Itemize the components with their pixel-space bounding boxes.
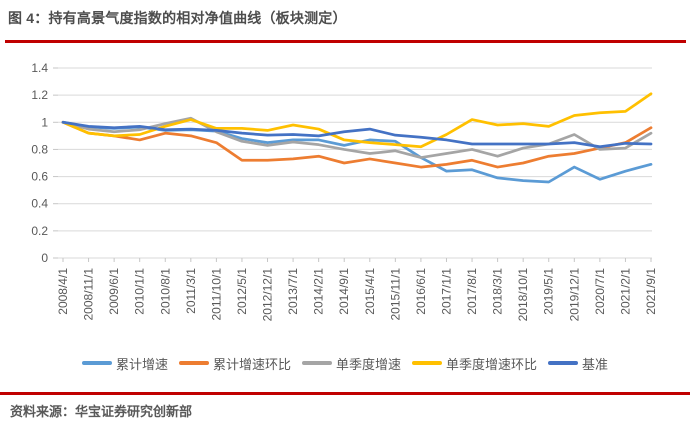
x-tick-label: 2013/7/1: [286, 268, 300, 315]
legend-label-cumulative-growth: 累计增速: [115, 356, 168, 372]
source-note: 资料来源：华宝证券研究创新部: [10, 404, 193, 419]
y-tick-label: 1.4: [31, 61, 48, 75]
legend-swatch-quarterly-growth: [301, 360, 332, 366]
x-tick-label: 2018/3/1: [491, 268, 505, 315]
legend-label-quarterly-growth-mom: 单季度增速环比: [446, 356, 538, 372]
series-line-benchmark: [61, 120, 653, 149]
legend-swatch-benchmark: [548, 360, 579, 366]
x-tick-label: 2011/3/1: [184, 268, 198, 314]
y-tick-label: 0.8: [31, 142, 48, 156]
x-tick-label: 2020/7/1: [593, 268, 607, 315]
x-tick-label: 2019/5/1: [542, 268, 556, 315]
x-tick-label: 2017/1/1: [439, 268, 453, 315]
chart-legend: 累计增速 累计增速环比 单季度增速 单季度增速环比 基准: [0, 353, 690, 373]
y-tick-label: 0.2: [31, 224, 48, 238]
x-tick-label: 2008/4/1: [56, 268, 70, 315]
x-tick-label: 2015/11/1: [388, 268, 402, 321]
x-tick-label: 2018/10/1: [516, 268, 530, 322]
x-tick-label: 2021/2/1: [618, 268, 632, 315]
series-line-quarterly-growth-mom: [61, 92, 653, 149]
x-tick-label: 2008/11/1: [82, 268, 96, 321]
x-tick-label: 2016/6/1: [414, 268, 428, 315]
series-line-cumulative-growth-mom: [61, 120, 653, 169]
x-tick-label: 2015/4/1: [363, 268, 377, 315]
legend-item-cumulative-growth-mom: 累计增速环比: [178, 354, 291, 373]
x-tick-label: 2019/12/1: [567, 268, 581, 322]
legend-label-benchmark: 基准: [582, 356, 609, 372]
y-tick-label: 0.4: [31, 197, 48, 211]
x-tick-label: 2021/9/1: [644, 268, 658, 315]
x-tick-label: 2014/9/1: [337, 268, 351, 315]
legend-label-quarterly-growth: 单季度增速: [335, 356, 401, 372]
legend-item-quarterly-growth: 单季度增速: [301, 354, 401, 373]
legend-item-cumulative-growth: 累计增速: [81, 354, 168, 373]
legend-label-cumulative-growth-mom: 累计增速环比: [212, 356, 291, 372]
title-divider: [5, 40, 686, 43]
y-tick-label: 1: [41, 115, 48, 129]
x-tick-label: 2012/12/1: [261, 268, 275, 322]
y-tick-label: 0: [41, 251, 48, 265]
x-tick-label: 2017/8/1: [465, 268, 479, 315]
legend-swatch-cumulative-growth-mom: [178, 360, 209, 366]
line-chart-svg: 0 0.2 0.4 0.6 0.8 1 1.2 1.4 2008/4/1 2008/11/1 200…: [31, 61, 658, 322]
legend-item-quarterly-growth-mom: 单季度增速环比: [412, 354, 537, 373]
y-tick-label: 0.6: [31, 170, 48, 184]
chart-area: 0 0.2 0.4 0.6 0.8 1 1.2 1.4 2008/4/1 2008/11/1 200…: [0, 60, 690, 390]
x-tick-label: 2010/8/1: [158, 268, 172, 315]
legend-item-benchmark: 基准: [548, 354, 608, 373]
figure-title: 图 4：持有高景气度指数的相对净值曲线（板块测定）: [8, 10, 347, 26]
x-tick-label: 2009/6/1: [107, 268, 121, 315]
footer-divider: [0, 392, 690, 395]
x-tick-label: 2010/1/1: [133, 268, 147, 315]
x-tick-label: 2011/10/1: [209, 268, 223, 321]
x-tick-label: 2014/2/1: [312, 268, 326, 315]
legend-swatch-quarterly-growth-mom: [412, 360, 442, 366]
y-tick-label: 1.2: [31, 88, 48, 102]
x-tick-label: 2012/5/1: [235, 268, 249, 315]
legend-swatch-cumulative-growth: [81, 360, 112, 366]
